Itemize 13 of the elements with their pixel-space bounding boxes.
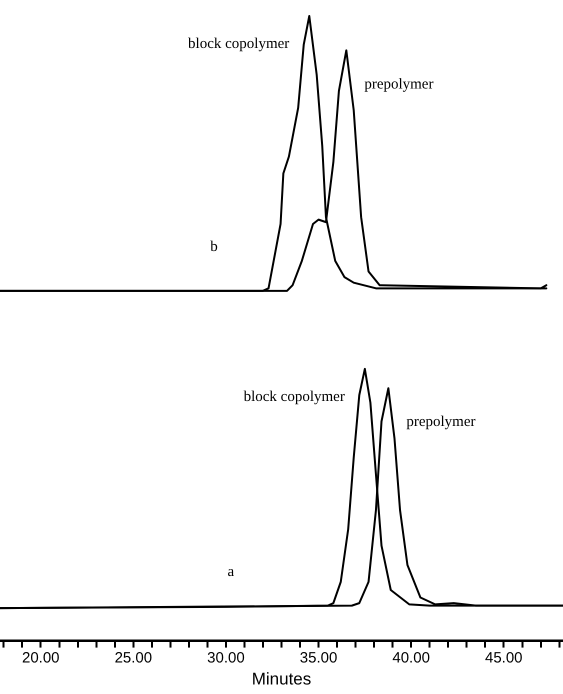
annotation: a <box>227 564 234 580</box>
series-label: prepolymer <box>364 76 434 92</box>
annotation: b <box>210 239 218 256</box>
series-label: prepolymer <box>406 414 476 430</box>
x-tick-label: 45.00 <box>484 650 523 667</box>
series-label: block copolymer <box>188 36 290 52</box>
x-tick-label: 20.00 <box>22 650 60 667</box>
x-tick-label: 30.00 <box>207 650 245 667</box>
series-label: block copolymer <box>244 388 345 405</box>
x-tick-label: 25.00 <box>114 650 152 667</box>
x-tick-label: 35.00 <box>300 650 338 667</box>
x-tick-label: 40.00 <box>392 650 430 667</box>
x-axis-title: Minutes <box>252 669 312 688</box>
